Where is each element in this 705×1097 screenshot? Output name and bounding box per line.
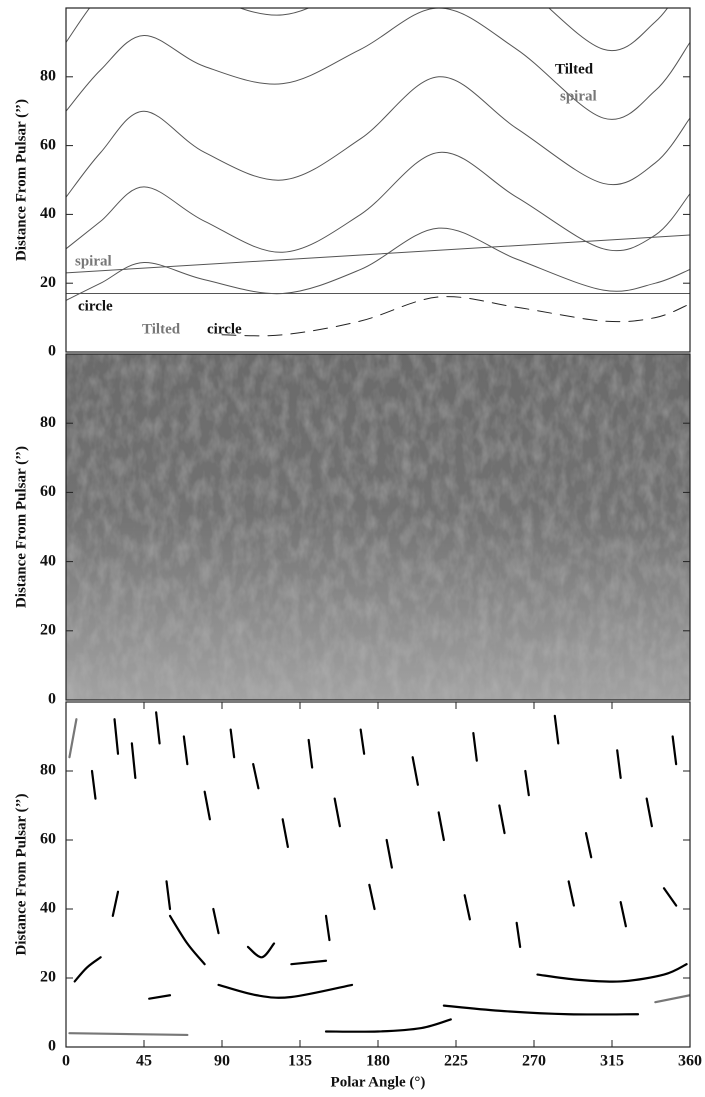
data-line: [645, 797, 653, 828]
data-line: [307, 738, 314, 769]
data-line: [616, 749, 622, 779]
data-line: [130, 742, 137, 779]
data-line: [66, 234, 690, 274]
data-line: [168, 914, 206, 966]
y-tick-label: 60: [40, 831, 56, 848]
x-tick-label: 90: [214, 1053, 230, 1070]
y-axis-label: Distance From Pulsar (’’): [13, 446, 29, 608]
data-line: [203, 790, 211, 821]
x-axis-label: Polar Angle (°): [331, 1074, 426, 1090]
y-tick-label: 40: [40, 205, 56, 222]
plot-area: [66, 354, 690, 700]
data-line: [324, 1018, 452, 1033]
y-tick-label: 0: [48, 691, 56, 708]
annotation: circle: [207, 321, 242, 337]
panel-frame: [65, 701, 691, 1048]
y-tick-label: 20: [40, 274, 56, 291]
data-line: [66, 227, 690, 301]
data-line: [66, 151, 690, 253]
image-texture: [66, 354, 690, 700]
y-tick-label: 80: [40, 414, 56, 431]
x-tick-label: 315: [600, 1053, 624, 1070]
data-line: [411, 756, 419, 786]
y-tick-label: 0: [48, 1038, 56, 1055]
data-line: [567, 880, 575, 907]
y-tick-label: 20: [40, 969, 56, 986]
data-line: [148, 994, 172, 1000]
data-line: [155, 711, 161, 745]
annotation: circle: [78, 298, 113, 314]
x-tick-label: 180: [366, 1053, 390, 1070]
x-tick-label: 45: [136, 1053, 152, 1070]
annotation: Tilted: [555, 61, 594, 77]
data-line: [68, 1032, 189, 1037]
x-tick-label: 225: [444, 1053, 468, 1070]
annotation: Tilted: [142, 321, 181, 337]
plot-area: [68, 711, 690, 1037]
y-tick-label: 60: [40, 136, 56, 153]
data-line: [662, 887, 678, 907]
x-tick-label: 135: [288, 1053, 312, 1070]
data-line: [68, 718, 78, 759]
data-line: [165, 880, 172, 911]
x-tick-label: 270: [522, 1053, 546, 1070]
data-line: [113, 718, 120, 755]
data-line: [73, 956, 102, 983]
data-line: [472, 731, 478, 762]
data-line: [584, 832, 593, 859]
data-line: [333, 797, 341, 828]
data-line: [553, 714, 560, 745]
data-line: [90, 769, 97, 800]
data-line: [66, 8, 690, 120]
data-line: [385, 838, 393, 869]
y-tick-label: 20: [40, 621, 56, 638]
data-line: [252, 763, 260, 790]
y-axis-label: Distance From Pulsar (’’): [13, 99, 29, 261]
y-tick-label: 40: [40, 900, 56, 917]
y-tick-label: 40: [40, 552, 56, 569]
data-line: [221, 296, 690, 337]
data-line: [281, 818, 289, 848]
data-line: [619, 901, 627, 928]
data-line: [498, 804, 506, 835]
annotation: spiral: [75, 253, 112, 269]
panel-frame: [65, 353, 691, 701]
data-line: [463, 894, 471, 921]
x-tick-label: 0: [62, 1053, 70, 1070]
data-line: [654, 994, 690, 1004]
data-line: [442, 1004, 640, 1016]
data-line: [66, 76, 690, 198]
data-line: [324, 914, 331, 942]
data-line: [66, 8, 669, 52]
data-line: [111, 890, 120, 917]
x-tick-label: 360: [678, 1053, 702, 1070]
plot-area: [66, 8, 690, 337]
data-line: [246, 942, 276, 959]
data-line: [182, 735, 189, 766]
data-line: [229, 728, 236, 759]
data-line: [359, 728, 366, 755]
data-line: [536, 963, 688, 983]
y-tick-label: 80: [40, 762, 56, 779]
panel-frame: [65, 7, 691, 353]
data-line: [290, 959, 328, 966]
data-line: [437, 811, 445, 842]
annotation: spiral: [560, 88, 597, 104]
data-line: [515, 921, 522, 949]
y-tick-label: 0: [48, 343, 56, 360]
data-line: [368, 883, 376, 911]
data-line: [217, 983, 354, 999]
y-tick-label: 60: [40, 483, 56, 500]
data-line: [212, 907, 220, 935]
data-line: [524, 769, 530, 797]
data-line: [671, 735, 678, 766]
y-tick-label: 80: [40, 67, 56, 84]
y-axis-label: Distance From Pulsar (’’): [13, 793, 29, 955]
